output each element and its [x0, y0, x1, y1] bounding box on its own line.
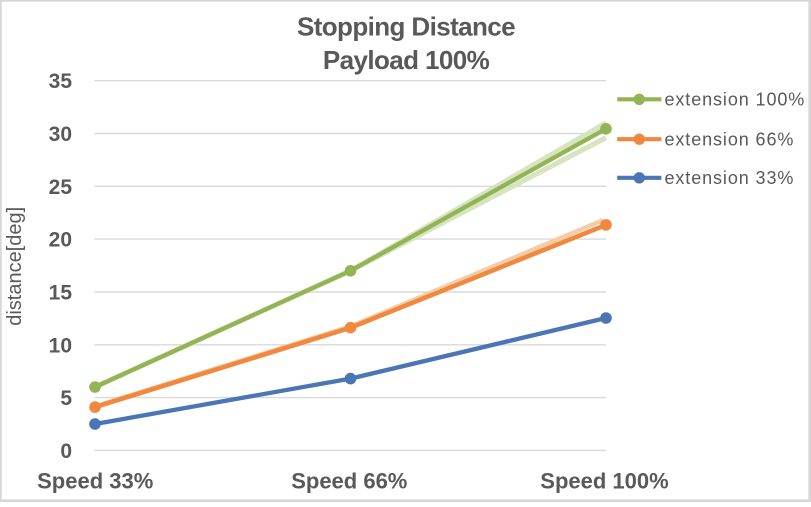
- svg-text:extension 33%: extension 33%: [665, 168, 795, 188]
- svg-text:30: 30: [49, 123, 72, 146]
- svg-text:20: 20: [49, 229, 72, 252]
- svg-text:Speed 100%: Speed 100%: [540, 468, 668, 493]
- svg-text:5: 5: [60, 387, 72, 410]
- svg-text:extension 66%: extension 66%: [665, 130, 795, 150]
- svg-text:10: 10: [49, 334, 72, 357]
- svg-text:Speed 66%: Speed 66%: [291, 468, 407, 493]
- svg-text:Speed 33%: Speed 33%: [37, 468, 153, 493]
- svg-text:distance[deg]: distance[deg]: [4, 207, 26, 326]
- svg-text:0: 0: [60, 440, 72, 463]
- svg-text:Stopping Distance: Stopping Distance: [297, 12, 515, 42]
- svg-text:25: 25: [49, 176, 73, 199]
- svg-text:35: 35: [49, 70, 73, 93]
- svg-text:extension 100%: extension 100%: [665, 90, 806, 110]
- svg-text:Payload 100%: Payload 100%: [323, 45, 490, 75]
- svg-text:15: 15: [49, 282, 73, 305]
